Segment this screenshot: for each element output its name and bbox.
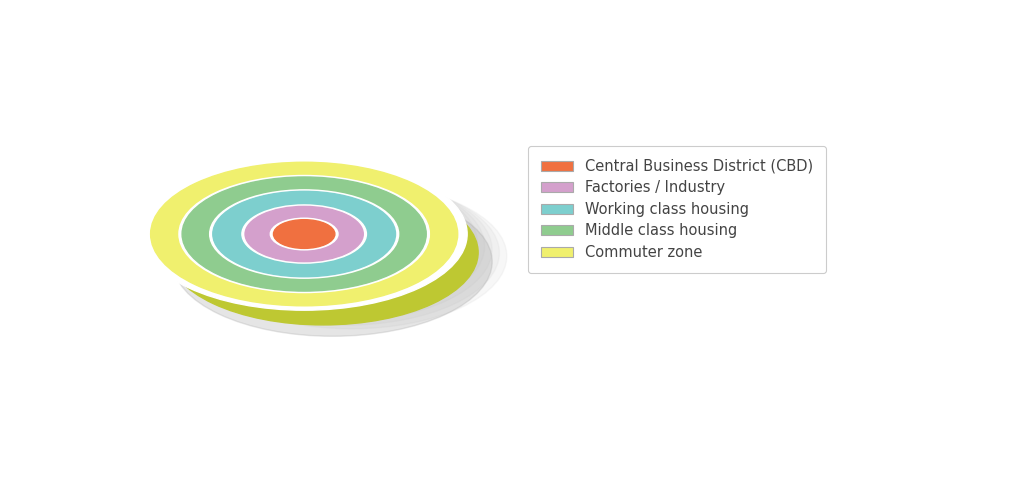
Ellipse shape — [141, 158, 467, 310]
Ellipse shape — [168, 180, 479, 325]
Legend: Central Business District (CBD), Factories / Industry, Working class housing, Mi: Central Business District (CBD), Factori… — [528, 146, 826, 273]
Ellipse shape — [176, 174, 485, 318]
Ellipse shape — [209, 190, 398, 278]
Ellipse shape — [270, 218, 338, 250]
Ellipse shape — [183, 177, 492, 322]
Ellipse shape — [196, 184, 507, 329]
Ellipse shape — [242, 205, 367, 263]
Ellipse shape — [147, 161, 461, 307]
Ellipse shape — [179, 175, 430, 293]
Ellipse shape — [169, 171, 478, 315]
Ellipse shape — [173, 187, 492, 337]
Ellipse shape — [189, 180, 500, 326]
Ellipse shape — [212, 191, 395, 277]
Ellipse shape — [273, 220, 335, 249]
Ellipse shape — [150, 162, 457, 306]
Ellipse shape — [162, 168, 470, 312]
Ellipse shape — [182, 177, 427, 291]
Ellipse shape — [245, 206, 364, 261]
